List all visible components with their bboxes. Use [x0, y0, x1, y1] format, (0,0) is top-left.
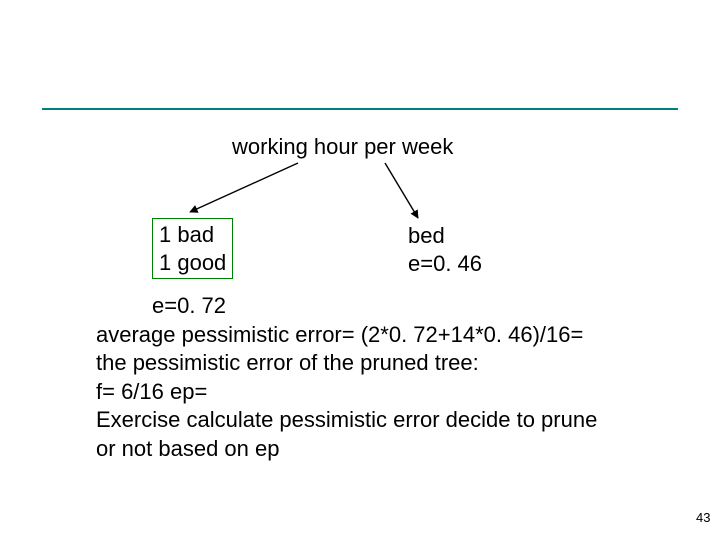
body-text-block: e=0. 72average pessimistic error= (2*0. …: [96, 292, 690, 464]
body-line: f= 6/16 ep=: [96, 378, 690, 407]
body-line: the pessimistic error of the pruned tree…: [96, 349, 690, 378]
tree-edge-left: [190, 163, 298, 212]
body-line: Exercise calculate pessimistic error dec…: [96, 406, 690, 435]
page-number: 43: [696, 510, 710, 525]
tree-leaf-right: bed e=0. 46: [408, 222, 482, 277]
tree-leaf-right-line1: bed: [408, 222, 482, 250]
body-line: average pessimistic error= (2*0. 72+14*0…: [96, 321, 690, 350]
body-line: e=0. 72: [152, 292, 690, 321]
tree-leaf-right-line2: e=0. 46: [408, 250, 482, 278]
tree-edge-right: [385, 163, 418, 218]
body-line: or not based on ep: [96, 435, 690, 464]
tree-leaf-left-line2: 1 good: [159, 249, 226, 277]
tree-leaf-left-line1: 1 bad: [159, 221, 226, 249]
tree-leaf-left: 1 bad 1 good: [152, 218, 233, 279]
